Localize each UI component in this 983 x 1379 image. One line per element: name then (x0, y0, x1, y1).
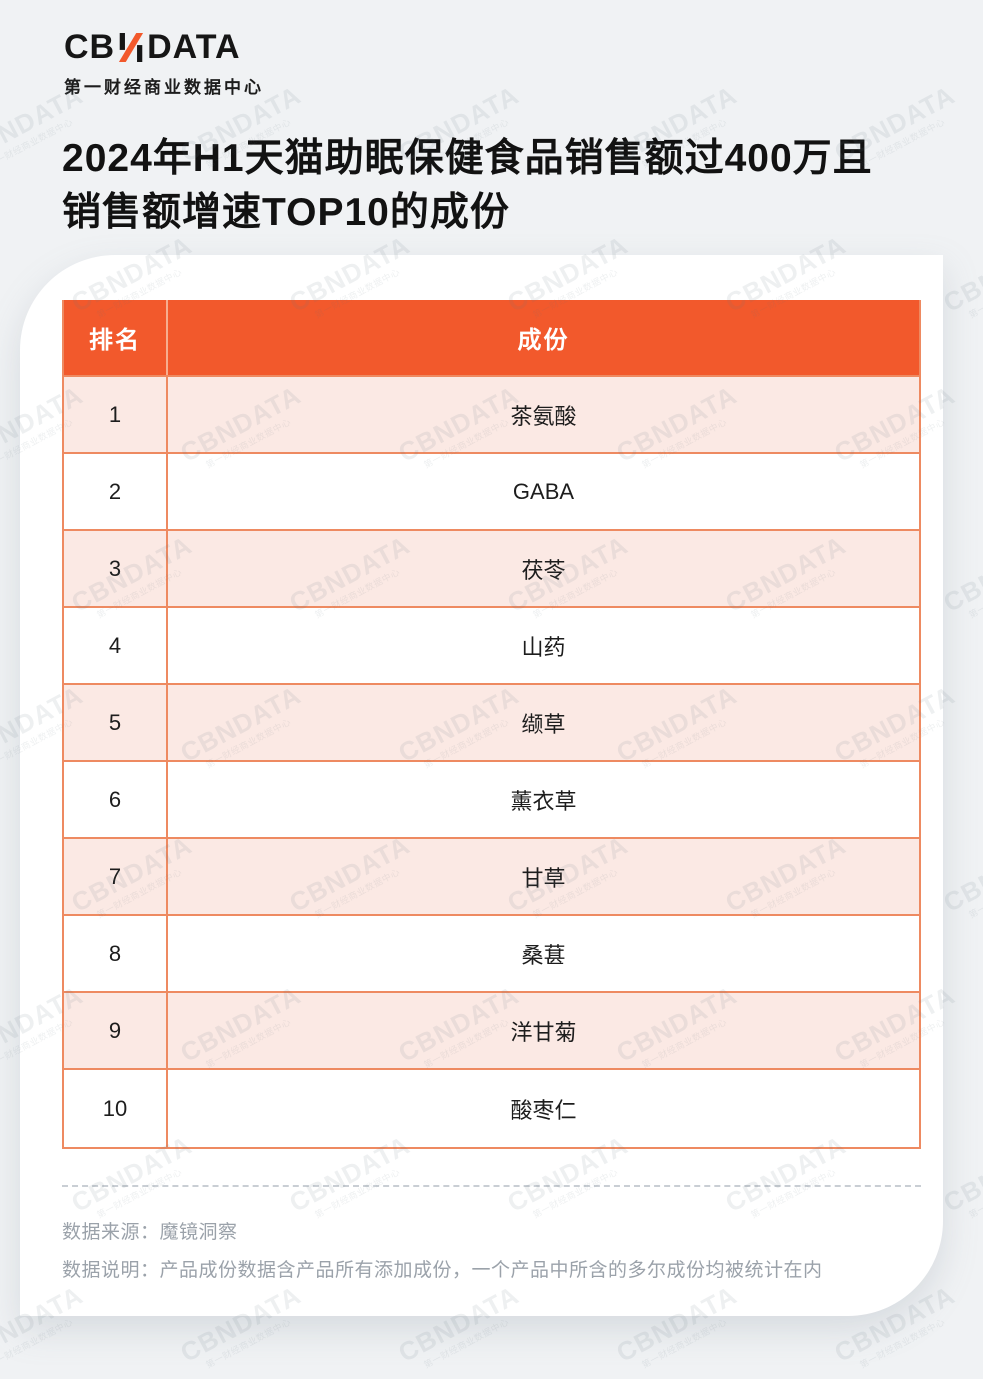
table-row: 8 桑葚 (64, 916, 919, 993)
logo-text-prefix: CB (64, 28, 116, 66)
ingredient-cell: 甘草 (521, 865, 566, 891)
ingredient-cell: 酸枣仁 (510, 1097, 577, 1123)
table-row: 5 缬草 (64, 685, 919, 762)
col-header-rank: 排名 (64, 300, 168, 375)
ingredient-cell: 山药 (521, 634, 566, 660)
rank-cell: 4 (64, 608, 168, 683)
data-note-text: 数据说明：产品成份数据含产品所有添加成份，一个产品中所含的多尔成份均被统计在内 (62, 1260, 823, 1281)
table-row: 2 GABA (64, 454, 919, 531)
rank-cell: 9 (64, 993, 168, 1068)
rank-cell: 1 (64, 377, 168, 452)
ingredient-cell: 茯苓 (521, 557, 566, 583)
rank-cell: 2 (64, 454, 168, 529)
cbndata-logo-wordmark: CB DATA (64, 30, 264, 64)
ingredient-cell: 缬草 (521, 711, 566, 737)
rank-cell: 7 (64, 839, 168, 914)
page-title-line2: 销售额增速TOP10的成份 (62, 191, 510, 234)
rank-cell: 6 (64, 762, 168, 837)
table-row: 10 酸枣仁 (64, 1070, 919, 1147)
table-row: 3 茯苓 (64, 531, 919, 608)
content-card: 排名 成份 1 茶氨酸 2 GABA 3 茯苓 4 山药 5 缬草 6 薰衣草 … (20, 255, 943, 1316)
page-title: 2024年H1天猫助眠保健食品销售额过400万且 销售额增速TOP10的成份 (62, 132, 873, 240)
rank-cell: 5 (64, 685, 168, 760)
ranking-table: 排名 成份 1 茶氨酸 2 GABA 3 茯苓 4 山药 5 缬草 6 薰衣草 … (62, 300, 921, 1149)
ingredient-cell: GABA (512, 478, 575, 504)
rank-cell: 10 (64, 1070, 168, 1147)
table-row: 4 山药 (64, 608, 919, 685)
table-row: 7 甘草 (64, 839, 919, 916)
ingredient-cell: 洋甘菊 (510, 1019, 577, 1045)
page-title-line1: 2024年H1天猫助眠保健食品销售额过400万且 (62, 137, 873, 180)
logo-text-suffix: DATA (147, 28, 241, 66)
col-header-ingredient: 成份 (517, 327, 570, 354)
table-header-row: 排名 成份 (64, 300, 919, 377)
ingredient-cell: 茶氨酸 (510, 403, 577, 429)
cbndata-logo: CB DATA 第一财经商业数据中心 (64, 30, 264, 98)
table-row: 6 薰衣草 (64, 762, 919, 839)
data-source-text: 数据来源：魔镜洞察 (62, 1222, 238, 1243)
ingredient-cell: 桑葚 (521, 942, 566, 968)
logo-subtitle: 第一财经商业数据中心 (64, 78, 264, 97)
divider-dashed-line (62, 1185, 921, 1187)
rank-cell: 8 (64, 916, 168, 991)
table-row: 9 洋甘菊 (64, 993, 919, 1070)
logo-n-icon (119, 32, 144, 62)
table-row: 1 茶氨酸 (64, 377, 919, 454)
rank-cell: 3 (64, 531, 168, 606)
ingredient-cell: 薰衣草 (510, 788, 577, 814)
